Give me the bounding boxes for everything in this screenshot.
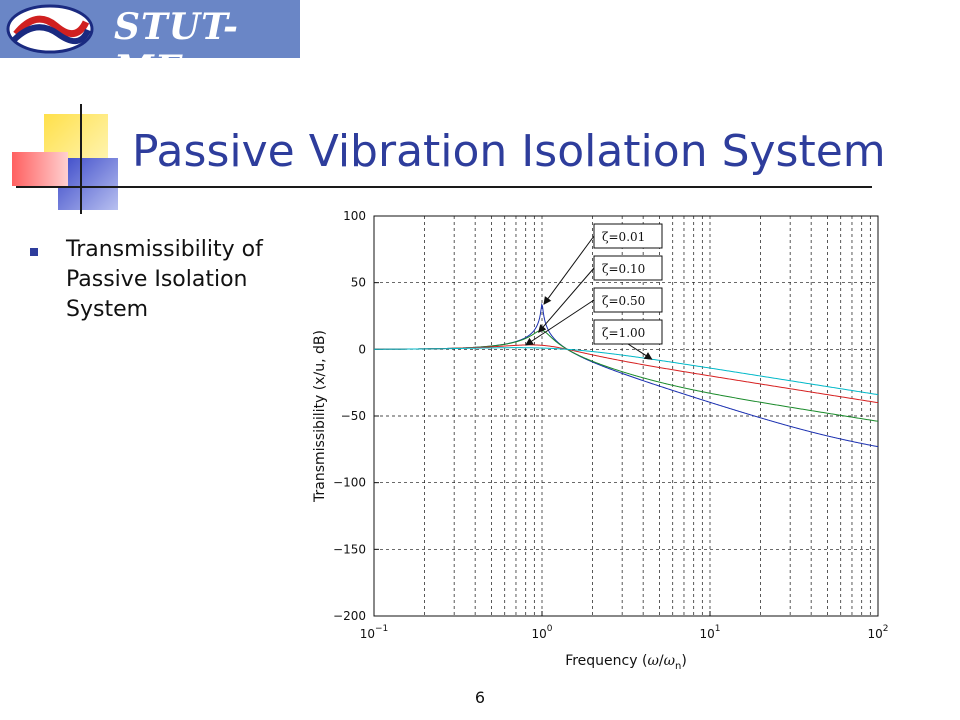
legend-arrow (538, 267, 595, 333)
legend-box (593, 319, 663, 345)
x-axis-label: Frequency (ω/ωn) (565, 653, 687, 672)
legend-entry: ζ=0.01 (602, 230, 645, 244)
y-tick-label: −50 (341, 409, 366, 423)
y-tick-label: 50 (351, 276, 366, 290)
legend-entry: ζ=0.50 (602, 294, 645, 308)
y-tick-label: −150 (333, 542, 366, 556)
slide-title: Passive Vibration Isolation System (132, 126, 886, 177)
x-tick-label: 101 (699, 624, 720, 641)
legend: ζ=0.01 ζ=0.10 ζ=0.50 ζ=1.00 (525, 223, 663, 360)
legend-entry: ζ=0.10 (602, 262, 645, 276)
logo-text: STUT-ME (114, 6, 239, 90)
y-tick-label: 0 (358, 342, 366, 356)
legend-arrow (543, 235, 595, 305)
decor-vertical-line (80, 104, 82, 214)
y-tick-label: −100 (333, 476, 366, 490)
legend-box (593, 287, 663, 313)
legend-arrow (525, 299, 595, 346)
x-tick-label: 100 (531, 624, 552, 641)
bullet-text: Transmissibility of Passive Isolation Sy… (66, 237, 263, 322)
y-tick-label: 100 (343, 209, 366, 223)
bullet-icon (30, 248, 38, 256)
legend-box (593, 223, 663, 249)
series-line-3 (374, 344, 879, 404)
y-axis-label: Transmissibility (x/u, dB) (312, 330, 328, 503)
legend-box (593, 255, 663, 281)
title-rule (16, 186, 872, 188)
logo-emblem-icon (6, 4, 94, 54)
y-tick-label: −200 (333, 609, 366, 623)
legend-arrow (627, 343, 653, 360)
x-tick-label: 102 (867, 624, 888, 641)
logo: STUT-ME (0, 0, 300, 90)
grid (374, 216, 878, 616)
decor-blue-square (58, 158, 118, 210)
decor-red-square (12, 152, 68, 186)
legend-entry: ζ=1.00 (602, 326, 645, 340)
series (373, 302, 879, 448)
x-tick-label: 10−1 (360, 624, 389, 641)
page-number: 6 (474, 688, 486, 707)
series-line-4 (374, 347, 879, 396)
